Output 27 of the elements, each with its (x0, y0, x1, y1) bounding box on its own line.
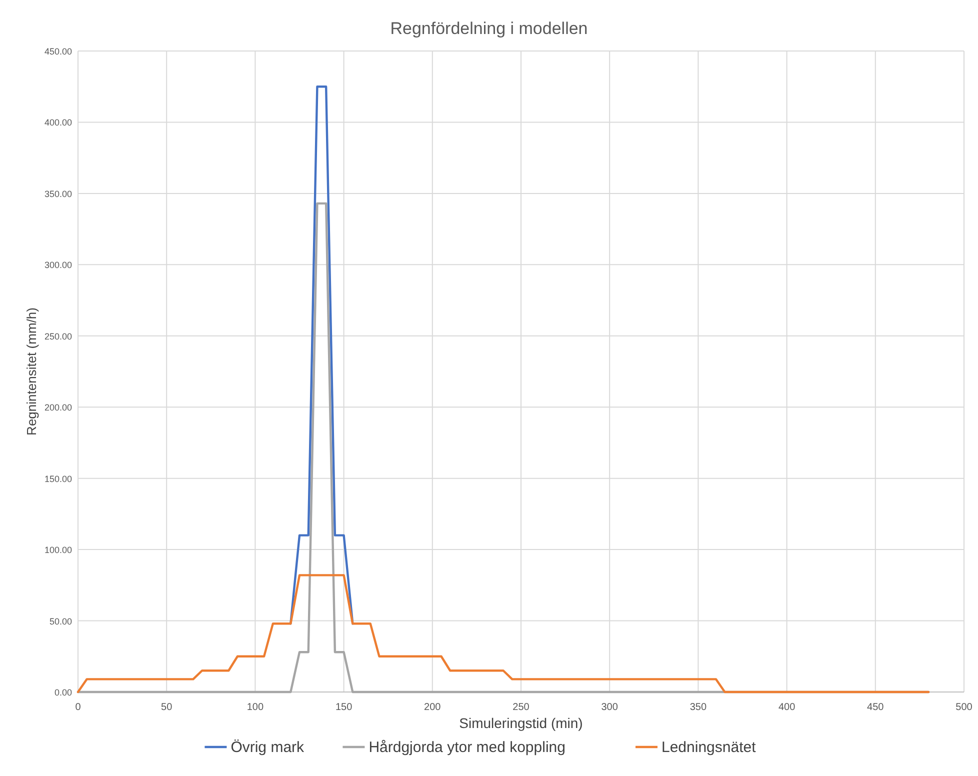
y-axis-title: Regnintensitet (mm/h) (24, 308, 39, 436)
x-tick-label: 50 (161, 702, 173, 713)
y-tick-label: 400.00 (44, 118, 72, 128)
x-tick-label: 250 (512, 702, 530, 713)
x-tick-label: 500 (956, 702, 973, 713)
legend-label: Övrig mark (230, 739, 305, 756)
x-tick-label: 100 (246, 702, 264, 713)
y-tick-label: 350.00 (44, 188, 72, 199)
x-tick-label: 200 (424, 702, 442, 713)
legend-label: Ledningsnätet (662, 739, 757, 756)
x-tick-label: 0 (75, 702, 82, 713)
x-tick-label: 300 (601, 702, 618, 713)
legend-label: Hårdgjorda ytor med koppling (368, 739, 566, 756)
y-tick-label: 50.00 (49, 616, 72, 626)
y-tick-label: 150.00 (44, 474, 72, 484)
x-tick-label: 350 (690, 702, 707, 713)
y-tick-label: 0.00 (54, 688, 72, 698)
x-axis-title: Simuleringstid (min) (459, 715, 583, 731)
y-tick-label: 450.00 (44, 46, 72, 56)
y-tick-label: 250.00 (44, 331, 72, 342)
x-tick-label: 150 (335, 702, 353, 713)
y-tick-label: 300.00 (44, 260, 72, 270)
x-tick-label: 450 (867, 702, 884, 713)
x-tick-label: 400 (778, 702, 796, 713)
chart-title: Regnfördelning i modellen (390, 19, 588, 38)
y-tick-label: 100.00 (44, 545, 72, 556)
y-tick-label: 200.00 (44, 402, 72, 413)
